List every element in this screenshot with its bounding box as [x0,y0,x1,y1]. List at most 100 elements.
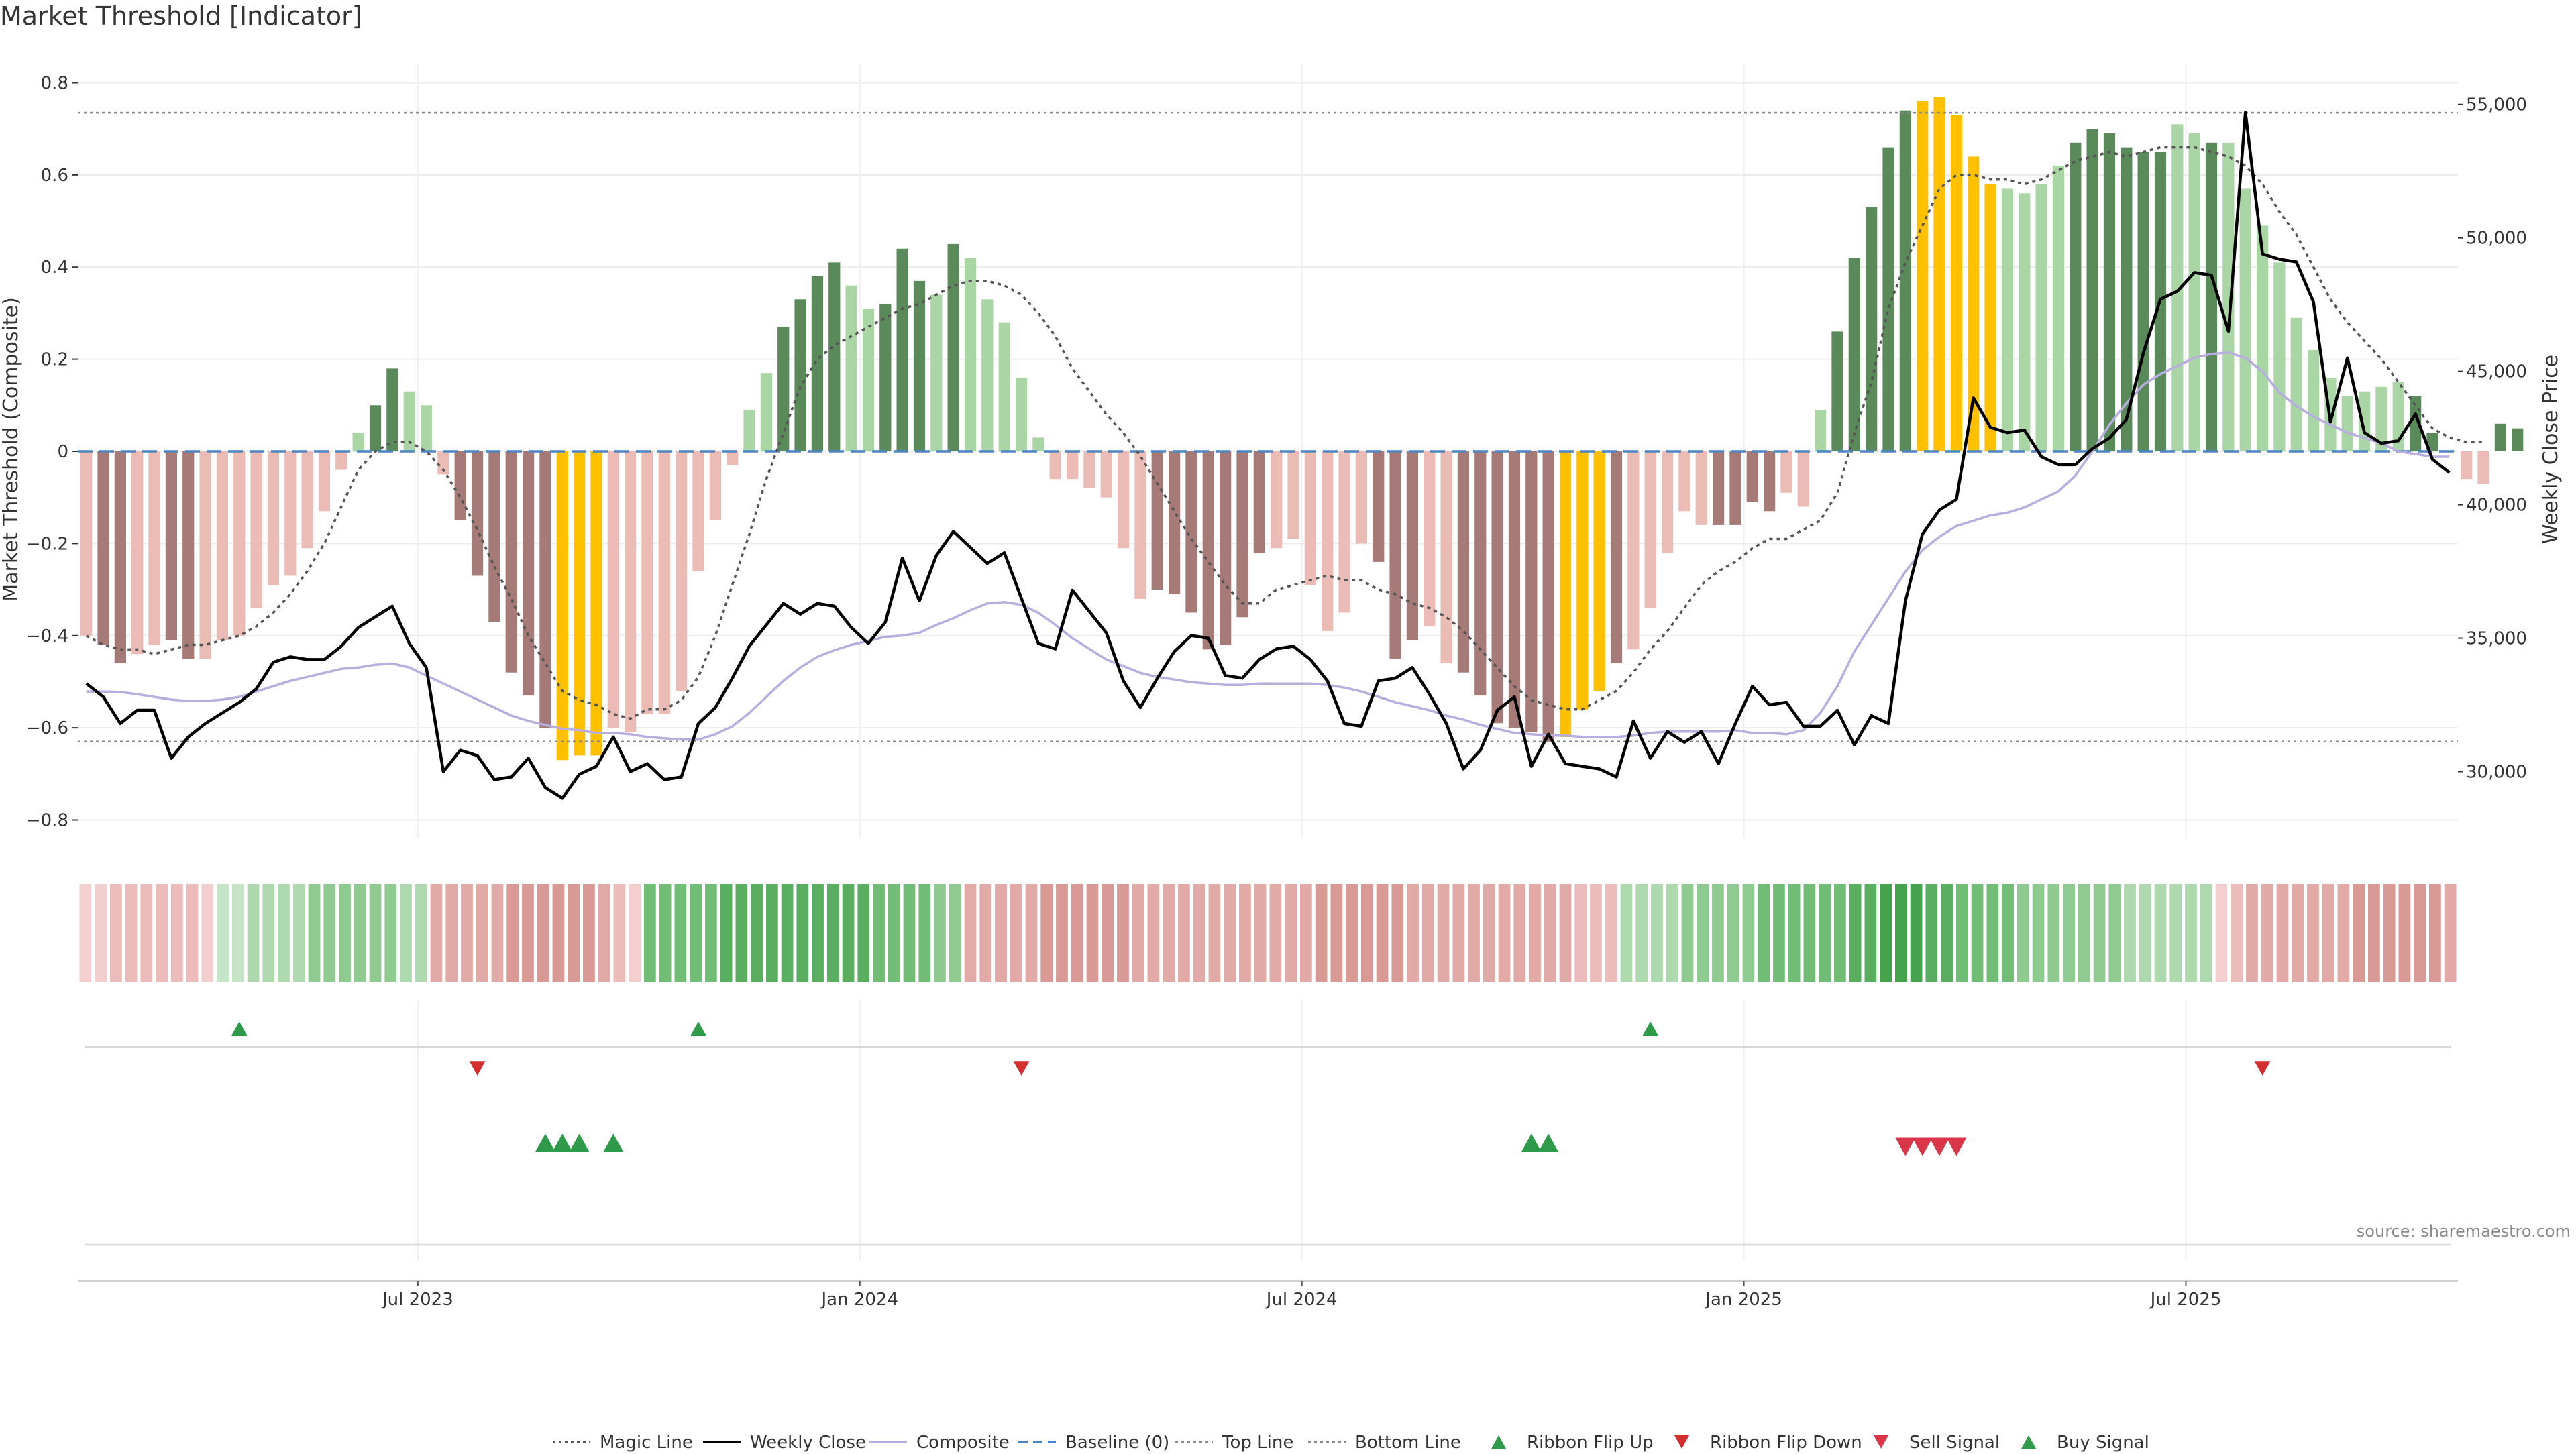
composite-bar [2188,133,2200,452]
composite-bar [2205,142,2218,451]
heat-strip-cell [2154,884,2167,982]
heat-strip-cell [1666,884,1678,982]
legend-label: Ribbon Flip Up [1527,1433,1654,1453]
heat-strip-cell [842,884,855,982]
composite-bar [1338,451,1350,613]
heat-strip-cell [170,884,183,982]
heat-strip-cell [1360,884,1373,982]
legend-item: Magic Line [553,1433,693,1453]
composite-bar [420,405,433,451]
heat-strip-cell [1407,884,1419,982]
legend-item: Sell Signal [1874,1433,2000,1453]
heat-strip-cell [140,884,153,982]
heat-strip-cell [201,884,214,982]
composite-bar [1168,451,1181,594]
composite-bar [1185,451,1197,613]
heat-strip-cell [292,884,305,982]
composite-bar [573,451,586,756]
heat-strip-cell [1010,884,1022,982]
composite-bar [1236,451,1248,618]
composite-bar [1815,410,1827,451]
composite-bar [284,451,297,576]
ribbon-flip-down-marker [469,1061,486,1076]
composite-bar [1627,451,1640,650]
composite-bar [199,451,211,659]
heat-strip-cell [1681,884,1694,982]
composite-bar [1780,451,1792,493]
heat-strip-cell [1590,884,1602,982]
heat-strip-cell [1254,884,1267,982]
heat-strip-cell [918,884,931,982]
buy-signal-marker [1521,1133,1542,1152]
buy-signal-marker [552,1133,573,1152]
composite-bar [539,451,551,728]
composite-bar [2086,129,2098,451]
heat-strip-cell [765,884,778,982]
heat-strip-cell [400,884,412,982]
composite-bar [2171,124,2184,452]
heat-strip-cell [1468,884,1480,982]
heat-strip-cell [1864,884,1877,982]
legend-label: Magic Line [600,1433,693,1453]
composite-bar [930,294,943,451]
composite-bar [981,299,994,451]
composite-bar [1593,451,1605,691]
left-tick-label: 0.4 [41,258,68,278]
legend-label: Weekly Close [750,1433,866,1453]
composite-bar [1661,451,1674,553]
composite-bar [335,451,347,470]
composite-bar [1100,451,1112,498]
heat-strip-cell [231,884,244,982]
heat-strip-cell [476,884,488,982]
composite-bar [811,276,824,451]
composite-bar [233,451,246,636]
composite-bar [2290,317,2302,451]
heat-strip-cell [1574,884,1587,982]
heat-strip-cell [1437,884,1450,982]
heat-strip-cell [1727,884,1739,982]
heat-strip-cell [690,884,702,982]
triangle-up-icon [1491,1435,1506,1449]
heat-strip-cell [2398,884,2411,982]
chart-title: Market Threshold [Indicator] [0,1,362,31]
heat-strip-cell [1788,884,1801,982]
composite-bar [1746,451,1758,502]
composite-bar [114,451,126,663]
heat-strip-cell [2063,884,2075,982]
heat-strip-cell [857,884,870,982]
left-axis: 0.8 0.6 0.4 0.2 0 −0.2 −0.4 −0.6 −0.8 [26,73,78,831]
heat-strip-cell [1819,884,1831,982]
composite-bar [301,451,313,549]
composite-bar [879,304,892,451]
composite-bar [1271,451,1283,549]
composite-bar [1848,258,1860,451]
composite-bar [437,451,449,475]
composite-bar [1950,115,1963,452]
ribbon-flip-down-marker [1013,1061,1030,1076]
composite-bar [1984,184,1996,451]
sell-signal-marker [1946,1137,1967,1156]
composite-bar [522,451,535,696]
composite-bar [267,451,280,585]
buy-signal-marker [1538,1133,1559,1152]
legend-item: Buy Signal [2021,1433,2149,1453]
composite-bar [1729,451,1741,525]
composite-bar [947,243,959,451]
heat-strip-cell [934,884,946,982]
heat-strip-cell [2337,884,2350,982]
right-axis: 55,000 50,000 45,000 40,000 35,000 30,000 [2458,95,2527,783]
left-tick-label: 0.6 [41,166,68,186]
composite-bar [97,451,109,645]
heat-strip-cell [812,884,824,982]
heat-strip-cell [1071,884,1083,982]
heat-strip-cell [2322,884,2334,982]
x-tick-label: Jan 2025 [1704,1290,1782,1310]
buy-signal-marker [535,1133,555,1152]
heat-strip-cell [125,884,138,982]
composite-bar [1202,451,1214,650]
heat-strip-cell [247,884,260,982]
heat-strip-cell [2139,884,2151,982]
composite-bar [1440,451,1452,663]
heat-strip-cell [1147,884,1160,982]
heat-strip-cell [1529,884,1541,982]
